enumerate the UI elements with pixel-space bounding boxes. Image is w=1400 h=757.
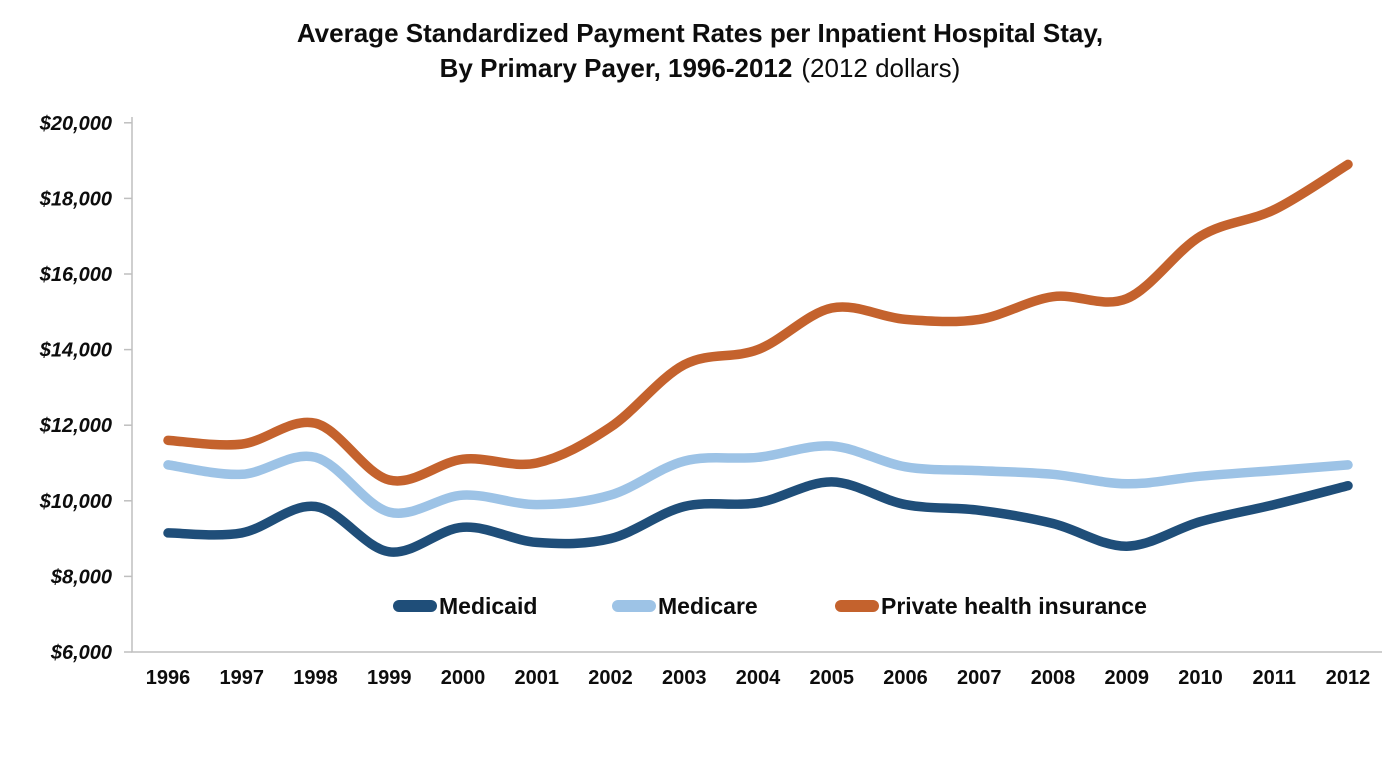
x-axis-label: 2000	[441, 667, 486, 689]
chart-title-line2-note: (2012 dollars)	[801, 53, 961, 83]
x-axis-label: 2012	[1326, 667, 1371, 689]
chart-title: Average Standardized Payment Rates per I…	[0, 16, 1400, 86]
series-line-medicare	[163, 441, 1353, 518]
y-axis-label: $18,000	[39, 188, 112, 210]
chart-title-line2: By Primary Payer, 1996-2012 (2012 dollars…	[0, 51, 1400, 86]
x-axis-label: 1998	[293, 667, 338, 689]
legend-marker-medicare	[612, 600, 656, 612]
y-axis-label: $10,000	[39, 491, 112, 513]
chart-title-line2-bold: By Primary Payer, 1996-2012	[439, 53, 793, 83]
x-axis-label: 1996	[146, 667, 191, 689]
legend-marker-private	[835, 600, 879, 612]
x-axis-label: 2011	[1253, 667, 1296, 689]
x-axis-label: 1999	[367, 667, 412, 689]
chart-title-line1: Average Standardized Payment Rates per I…	[296, 18, 1104, 48]
y-axis-label: $12,000	[39, 415, 112, 437]
x-axis-label: 2006	[883, 667, 928, 689]
x-axis-label: 2010	[1178, 667, 1223, 689]
legend-label-medicare: Medicare	[658, 592, 758, 619]
x-axis-label: 1997	[220, 667, 265, 689]
axis-lines	[131, 117, 1382, 653]
legend-item-medicare: Medicare	[612, 593, 758, 619]
legend-item-medicaid: Medicaid	[393, 593, 537, 619]
series-line-private-health-insurance	[163, 159, 1353, 486]
x-axis-label: 2009	[1105, 667, 1150, 689]
x-axis-label: 2007	[957, 667, 1002, 689]
legend-marker-medicaid	[393, 600, 437, 612]
x-axis-label: 2003	[662, 667, 707, 689]
y-axis-label: $6,000	[50, 642, 112, 664]
x-axis-label: 2002	[588, 667, 633, 689]
legend-item-private: Private health insurance	[835, 593, 1147, 619]
legend-label-medicaid: Medicaid	[439, 592, 538, 619]
x-axis-label: 2005	[810, 667, 855, 689]
y-axis-label: $16,000	[39, 264, 112, 286]
y-axis-label: $14,000	[39, 340, 112, 362]
x-axis-label: 2001	[515, 667, 560, 689]
series-line-medicaid	[163, 477, 1353, 557]
y-axis-label: $20,000	[39, 113, 112, 135]
legend-label-private: Private health insurance	[881, 592, 1147, 619]
y-axis-label: $8,000	[50, 566, 112, 588]
x-axis-label: 2008	[1031, 667, 1076, 689]
x-axis-label: 2004	[736, 667, 781, 689]
